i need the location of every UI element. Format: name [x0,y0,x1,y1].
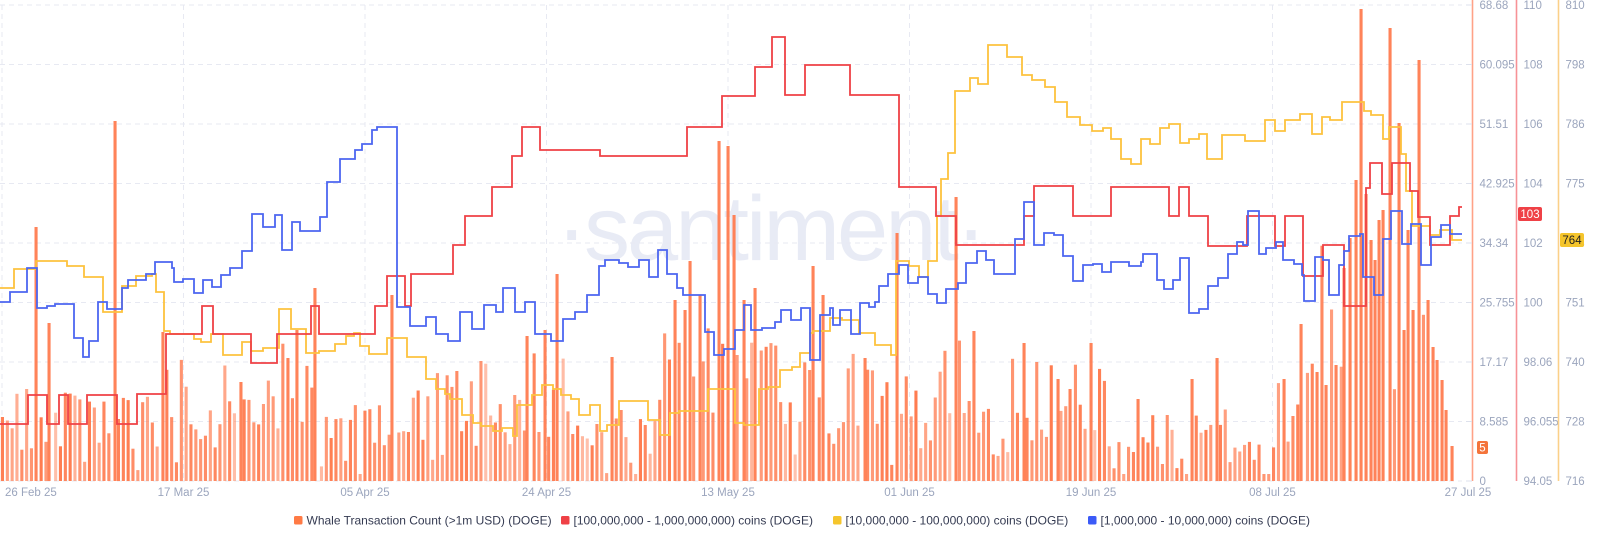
svg-text:08 Jul 25: 08 Jul 25 [1249,487,1296,499]
svg-text:775: 775 [1566,179,1585,191]
svg-text:34.34: 34.34 [1480,238,1509,250]
svg-text:17 Mar 25: 17 Mar 25 [158,487,210,499]
svg-text:25.755: 25.755 [1480,298,1515,310]
svg-text:42.925: 42.925 [1480,179,1515,191]
svg-text:100: 100 [1524,298,1543,310]
svg-text:01 Jun 25: 01 Jun 25 [884,487,935,499]
svg-text:106: 106 [1524,119,1543,131]
svg-text:104: 104 [1524,179,1544,191]
svg-text:60.095: 60.095 [1480,60,1515,72]
svg-text:786: 786 [1566,119,1585,131]
svg-text:764: 764 [1562,235,1582,247]
svg-text:103: 103 [1520,209,1539,221]
svg-text:·santiment·: ·santiment· [556,178,983,280]
svg-text:24 Apr 25: 24 Apr 25 [522,487,571,499]
svg-text:26 Feb 25: 26 Feb 25 [5,487,57,499]
svg-text:13 May 25: 13 May 25 [701,487,755,499]
svg-text:740: 740 [1566,357,1585,369]
svg-text:05 Apr 25: 05 Apr 25 [340,487,389,499]
svg-text:94.05: 94.05 [1524,476,1553,488]
svg-text:798: 798 [1566,60,1585,72]
svg-text:19 Jun 25: 19 Jun 25 [1066,487,1117,499]
svg-text:27 Jul 25: 27 Jul 25 [1445,487,1492,499]
svg-text:110: 110 [1524,0,1542,12]
svg-text:0: 0 [1480,476,1486,488]
svg-text:5: 5 [1479,443,1485,455]
svg-text:Whale Transaction Count (>1m U: Whale Transaction Count (>1m USD) (DOGE) [307,514,552,528]
svg-text:102: 102 [1524,238,1543,250]
svg-text:96.055: 96.055 [1524,417,1559,429]
svg-text:751: 751 [1566,298,1585,310]
svg-text:98.06: 98.06 [1524,357,1553,369]
svg-text:68.68: 68.68 [1480,0,1509,12]
svg-text:[10,000,000 - 100,000,000) coi: [10,000,000 - 100,000,000) coins (DOGE) [846,514,1069,528]
svg-text:810: 810 [1566,0,1585,12]
svg-text:108: 108 [1524,60,1543,72]
svg-text:17.17: 17.17 [1480,357,1509,369]
svg-text:716: 716 [1566,476,1585,488]
svg-text:8.585: 8.585 [1480,417,1509,429]
svg-text:[1,000,000 - 10,000,000) coins: [1,000,000 - 10,000,000) coins (DOGE) [1101,514,1310,528]
svg-text:51.51: 51.51 [1480,119,1509,131]
svg-text:[100,000,000 - 1,000,000,000): [100,000,000 - 1,000,000,000) coins (DOG… [574,514,813,528]
svg-text:728: 728 [1566,417,1585,429]
